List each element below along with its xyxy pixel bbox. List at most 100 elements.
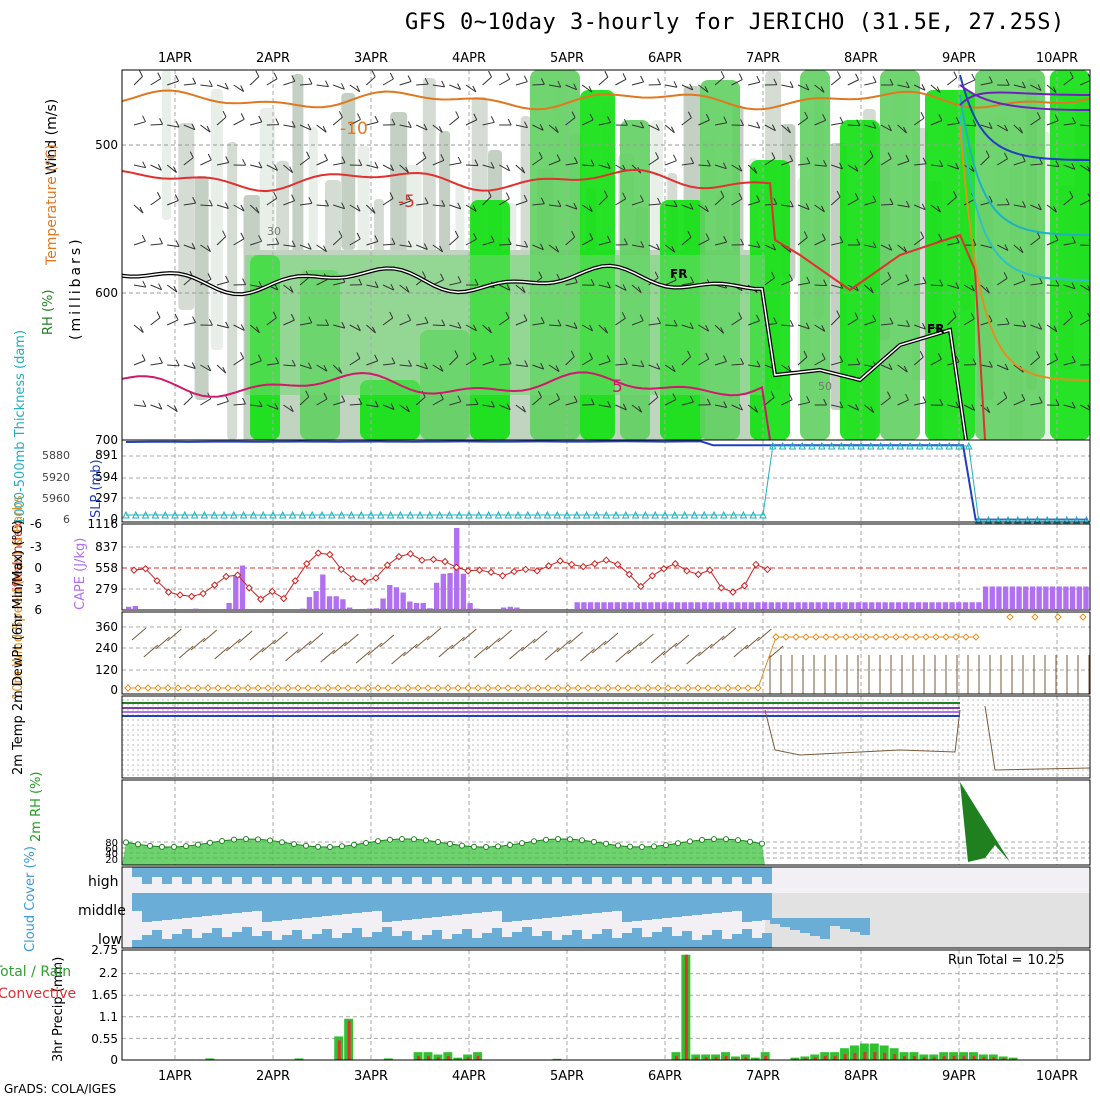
cloud-low-bar	[712, 930, 722, 948]
rh-shade	[1091, 151, 1100, 410]
rh-shade	[210, 89, 223, 350]
precip-convective-bar	[426, 1056, 430, 1060]
wind-barb	[449, 356, 459, 366]
wind-barb	[166, 284, 178, 293]
cape-bar	[608, 602, 614, 609]
cloud-low-bar	[602, 929, 612, 948]
wind10-marker	[274, 684, 282, 692]
wind-barb	[523, 314, 528, 321]
wind-barb	[980, 320, 993, 326]
wind-barb	[980, 364, 993, 368]
li-marker	[614, 560, 622, 569]
cape-tick: 558	[95, 561, 118, 575]
cape-bar	[869, 602, 875, 609]
cloud-middle-bar	[142, 893, 152, 922]
wind-barb	[571, 111, 576, 118]
wind-barb	[581, 119, 594, 126]
wind-barb	[698, 204, 709, 213]
wind-barb	[748, 244, 761, 248]
thickness-marker	[298, 510, 307, 519]
precip-tick: 2.75	[91, 943, 118, 957]
wind-barb	[947, 242, 960, 246]
cape-bar	[728, 602, 734, 609]
wind-barb	[581, 324, 593, 332]
wind10-marker	[644, 684, 652, 692]
wind-barb	[922, 276, 927, 284]
wind-barb	[971, 73, 976, 81]
wind-barb	[637, 286, 642, 293]
wind-barb	[847, 404, 859, 411]
wind-barb	[356, 324, 361, 331]
cloud-low-bar	[762, 933, 772, 948]
cape-bar	[420, 603, 426, 609]
wind-barb	[1079, 80, 1090, 86]
wind-barb	[887, 152, 892, 159]
wind-barb	[250, 164, 262, 169]
cloud-low-bar	[632, 928, 642, 948]
cloud-middle-bar	[342, 893, 352, 914]
wind-barb	[847, 79, 859, 86]
rh2m-marker	[615, 842, 621, 849]
li-marker	[487, 568, 495, 576]
rh2m-marker	[651, 843, 657, 850]
wind-barb	[996, 124, 1008, 132]
cloud-low-bar	[562, 935, 572, 948]
cape-bar	[909, 602, 915, 609]
wind-barb	[869, 150, 874, 157]
wind10-marker	[374, 684, 382, 692]
wind-barb	[266, 317, 277, 326]
wind-barb	[623, 357, 628, 365]
wind-barb	[1055, 399, 1060, 406]
wind-barb	[399, 364, 412, 367]
cloud-high-bar	[312, 867, 322, 877]
rh2m-panel-frame	[121, 779, 1091, 866]
rh2m-marker	[147, 842, 153, 849]
cloud-high-bar	[442, 867, 452, 884]
wind-barb	[640, 75, 645, 83]
wind10-barb	[532, 630, 548, 644]
cape-bar	[976, 602, 982, 609]
wind-barb	[1071, 236, 1076, 243]
cloud-high-bar	[322, 867, 332, 884]
wind10-barb	[768, 645, 784, 659]
cloud-middle-bar	[132, 893, 142, 911]
cloud-low-bar	[172, 934, 182, 948]
wind-barb	[939, 398, 944, 406]
wind-barb	[823, 160, 827, 167]
li-marker	[187, 592, 196, 601]
wind-barb	[723, 235, 728, 243]
thickness-marker	[1043, 515, 1052, 524]
wind-barb	[333, 84, 345, 90]
cloud-high-bar	[622, 867, 632, 884]
cape-bar	[641, 602, 647, 609]
wind-barb	[307, 243, 312, 250]
wind-barb	[921, 203, 926, 210]
run-total-value: 10.25	[1027, 953, 1065, 968]
cloud-middle-bar	[572, 893, 582, 915]
date-label-bottom: 5APR	[550, 1069, 584, 1084]
rh-green-area	[840, 120, 880, 440]
thickness-marker	[543, 510, 552, 519]
wind-barb	[914, 282, 927, 286]
wind-barb	[515, 164, 526, 174]
ylabel-precip-convective: Convective	[0, 986, 76, 1002]
wind-barb	[505, 311, 510, 319]
wind-barb	[1046, 120, 1059, 126]
wind-barb	[887, 271, 892, 279]
wind-barb	[814, 358, 826, 366]
wind-barb	[963, 284, 975, 292]
wind-barb	[1013, 160, 1026, 166]
wind-barb	[283, 404, 294, 413]
rh2m-marker	[135, 841, 141, 848]
cloud-high-bar	[582, 867, 592, 884]
wind-barb	[266, 362, 279, 366]
wind-barb	[1046, 84, 1057, 94]
wind10-marker	[394, 684, 402, 692]
wind-barb	[473, 113, 478, 120]
cape-bar	[1029, 586, 1036, 609]
wind-barb	[831, 361, 843, 366]
wind-barb	[216, 364, 227, 374]
date-label-bottom: 8APR	[844, 1069, 878, 1084]
wind10-marker	[962, 633, 970, 641]
wind-barb	[316, 398, 328, 406]
